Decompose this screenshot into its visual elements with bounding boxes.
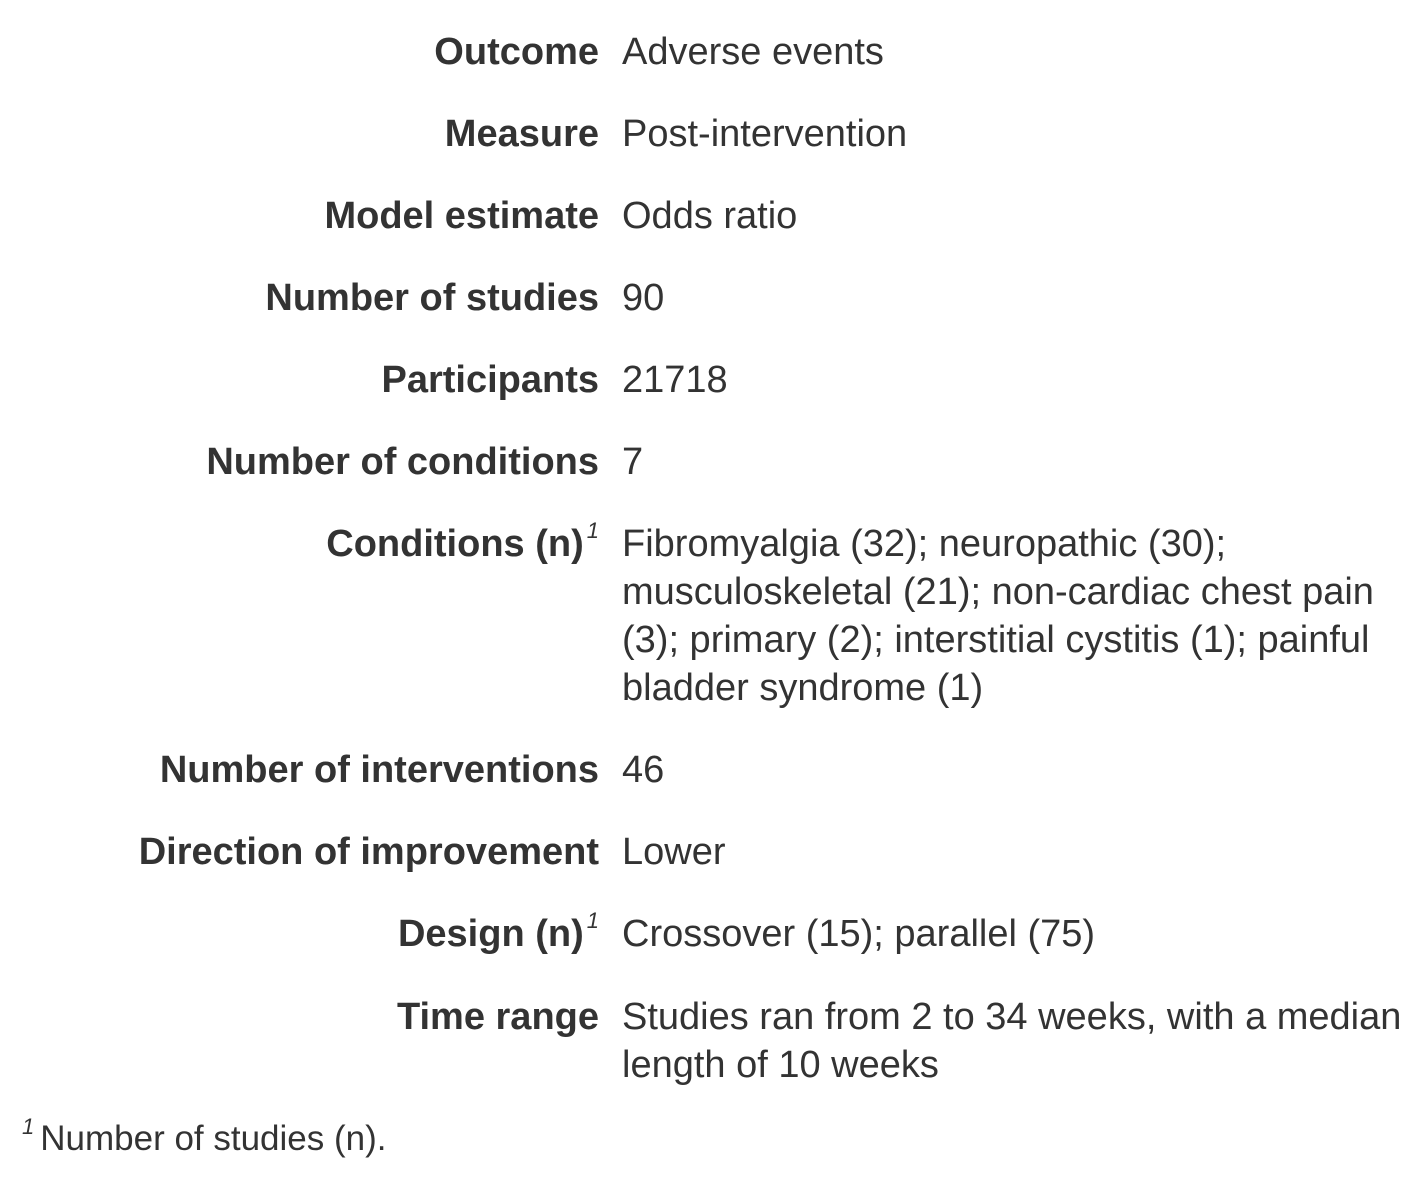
number-of-studies-value: 90 [622,277,665,319]
footnote-text: Number of studies (n). [40,1119,387,1158]
participants-value: 21718 [622,359,728,401]
number-of-interventions-value: 46 [622,749,665,791]
measure-label: Measure [444,113,599,155]
design-value: Crossover (15); parallel (75) [622,913,1096,955]
direction-of-improvement-value: Lower [622,831,726,873]
conditions-label: Conditions (n) 1 [326,520,599,568]
time-range-label: Time range [396,996,599,1038]
model-estimate-value: Odds ratio [622,195,798,237]
footnote-marker: 1 [586,908,599,933]
design-label-text: Design (n) [397,913,584,955]
design-label: Design (n) 1 [398,910,599,958]
outcome-value: Adverse events [622,31,884,73]
participants-label: Participants [381,359,599,401]
conditions-label-text: Conditions (n) [326,523,584,565]
footnote-marker: 1 [586,518,599,543]
number-of-conditions-value: 7 [622,441,644,483]
footnote: 1 Number of studies (n). [22,1115,387,1163]
conditions-value: Fibromyalgia (32); neuropathic (30); mus… [622,523,1374,709]
number-of-interventions-label: Number of interventions [159,749,599,791]
model-estimate-label: Model estimate [324,195,599,237]
footnote-marker: 1 [22,1114,35,1139]
direction-of-improvement-label: Direction of improvement [138,831,599,873]
number-of-studies-label: Number of studies [265,277,599,319]
outcome-label: Outcome [434,31,599,73]
number-of-conditions-label: Number of conditions [206,441,599,483]
time-range-value: Studies ran from 2 to 34 weeks, with a m… [622,996,1402,1086]
measure-value: Post-intervention [622,113,908,155]
